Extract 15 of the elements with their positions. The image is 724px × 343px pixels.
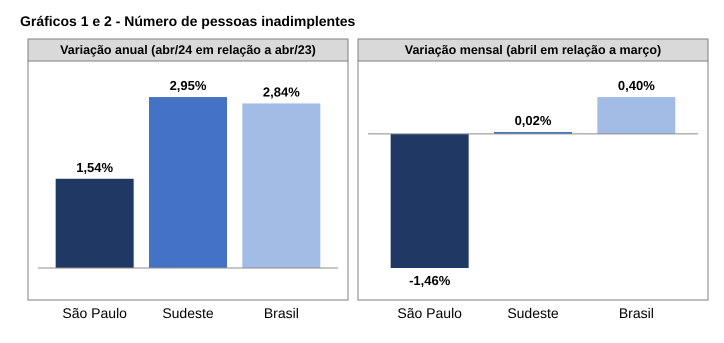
- data-label: -1,46%: [409, 273, 451, 288]
- x-tick-label: São Paulo: [397, 305, 462, 321]
- chart-subtitle: Variação anual (abr/24 em relação a abr/23): [60, 43, 316, 57]
- x-tick-label: Sudeste: [507, 305, 559, 321]
- data-label: 0,02%: [514, 112, 552, 128]
- data-label: 2,95%: [170, 78, 207, 94]
- chart-subtitle: Variação mensal (abril em relação a março): [404, 43, 662, 57]
- x-tick-label: São Paulo: [62, 305, 128, 321]
- x-tick-label: Sudeste: [162, 305, 214, 321]
- chart-title: Gráficos 1 e 2 - Número de pessoas inadimplentes: [20, 13, 356, 29]
- data-label: 1,54%: [76, 160, 114, 175]
- x-tick-label: Brasil: [264, 305, 299, 321]
- data-label: 0,40%: [618, 78, 656, 94]
- data-label: 2,84%: [262, 84, 300, 100]
- x-tick-label: Brasil: [618, 305, 654, 321]
